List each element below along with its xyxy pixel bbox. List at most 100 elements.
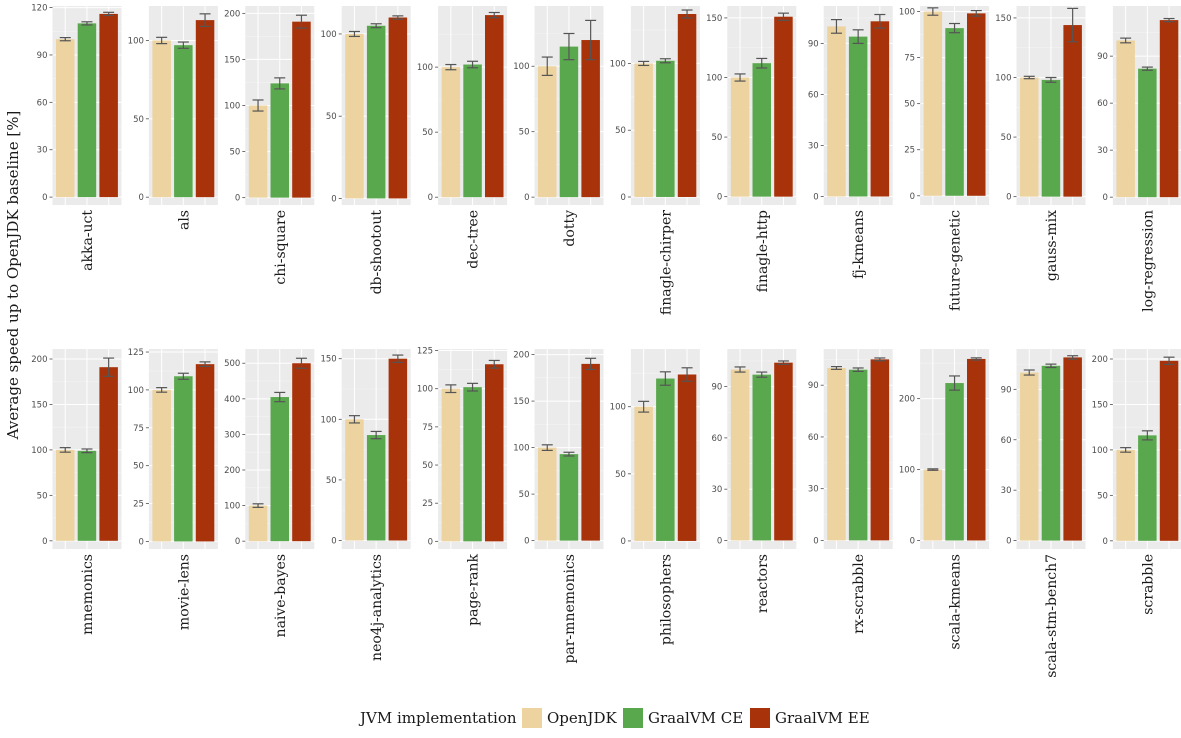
panel-title: scala-kmeans xyxy=(948,554,964,650)
bar-openjdk xyxy=(923,11,943,196)
bar-openjdk xyxy=(1020,77,1039,197)
y-tick-label: 125 xyxy=(417,347,433,357)
panel-title: gauss-mix xyxy=(1044,210,1060,281)
y-tick-label: 50 xyxy=(229,148,240,158)
legend-key xyxy=(522,708,542,728)
y-tick-label: 0 xyxy=(331,537,336,547)
legend-key xyxy=(623,708,643,728)
y-tick-label: 30 xyxy=(711,485,722,495)
bar-graalvm-ee xyxy=(1159,360,1179,541)
y-tick-label: 150 xyxy=(31,400,47,410)
y-tick-label: 200 xyxy=(899,395,915,405)
panel-title: log-regression xyxy=(1140,210,1156,312)
y-tick-label: 0 xyxy=(428,193,433,203)
bar-graalvm-ee xyxy=(677,14,697,197)
bar-graalvm-ce xyxy=(656,60,675,197)
y-tick-label: 50 xyxy=(904,100,915,110)
y-tick-label: 0 xyxy=(235,194,240,204)
y-tick-label: 0 xyxy=(524,193,529,203)
y-tick-label: 200 xyxy=(513,351,529,361)
bar-openjdk xyxy=(345,33,364,199)
bar-graalvm-ce xyxy=(752,63,771,197)
y-tick-label: 50 xyxy=(519,128,530,138)
y-tick-label: 30 xyxy=(37,146,48,156)
bar-graalvm-ee xyxy=(581,40,600,198)
bar-graalvm-ee xyxy=(581,363,600,541)
panel-title: akka-uct xyxy=(80,210,96,271)
bar-graalvm-ce xyxy=(270,83,289,198)
y-tick-label: 50 xyxy=(1097,491,1108,501)
bar-graalvm-ce xyxy=(1138,68,1157,198)
y-tick-label: 150 xyxy=(1092,400,1108,410)
y-tick-label: 100 xyxy=(513,444,529,454)
y-tick-label: 120 xyxy=(31,4,47,14)
bar-openjdk xyxy=(827,367,846,541)
bar-graalvm-ee xyxy=(195,20,215,198)
panel-title: dec-tree xyxy=(466,210,482,269)
y-tick-label: 100 xyxy=(128,386,144,396)
bar-graalvm-ce xyxy=(848,36,868,197)
y-tick-label: 0 xyxy=(42,537,47,547)
y-tick-label: 0 xyxy=(331,194,336,204)
y-tick-label: 150 xyxy=(706,14,722,24)
y-tick-label: 200 xyxy=(31,355,47,365)
bar-graalvm-ce xyxy=(463,387,482,542)
panel-dotty: 0 50 100 dotty xyxy=(513,6,604,247)
y-tick-label: 90 xyxy=(37,51,48,61)
bar-openjdk xyxy=(248,105,268,198)
panel-neo4j-analytics: 0 50 100 150 neo4j-analytics xyxy=(320,349,411,661)
bar-graalvm-ce xyxy=(1138,435,1157,541)
y-axis-label: Average speed up to OpenJDK baseline [%] xyxy=(4,111,22,441)
panel-title: chi-square xyxy=(273,210,289,285)
y-tick-label: 90 xyxy=(711,383,722,393)
y-tick-label: 0 xyxy=(620,537,625,547)
bar-openjdk xyxy=(56,39,75,198)
bar-graalvm-ee xyxy=(485,364,504,542)
panel-akka-uct: 0 30 60 90 120 akka-uct xyxy=(31,4,122,271)
panel-title: als xyxy=(176,210,192,230)
bar-graalvm-ce xyxy=(77,23,97,198)
legend-item-graalvm-ee: GraalVM EE xyxy=(750,708,870,728)
panel-als: 0 50 100 als xyxy=(128,6,218,230)
panel-title: neo4j-analytics xyxy=(369,554,385,661)
panel-gauss-mix: 0 50 100 150 gauss-mix xyxy=(995,6,1086,281)
bar-graalvm-ee xyxy=(1063,25,1082,197)
bar-openjdk xyxy=(730,77,750,197)
panel-scala-kmeans: 0 100 200 scala-kmeans xyxy=(899,349,990,650)
y-tick-label: 50 xyxy=(519,490,530,500)
y-tick-label: 200 xyxy=(224,9,240,19)
y-tick-label: 0 xyxy=(620,193,625,203)
legend-label: GraalVM CE xyxy=(648,709,743,727)
bar-openjdk xyxy=(538,447,557,541)
y-tick-label: 100 xyxy=(899,466,915,476)
bar-openjdk xyxy=(634,406,653,541)
y-tick-label: 100 xyxy=(899,8,915,18)
y-tick-label: 60 xyxy=(37,98,48,108)
panel-naive-bayes: 0 100 200 300 400 500 naive-bayes xyxy=(224,349,315,637)
y-tick-label: 25 xyxy=(133,500,144,510)
legend-key xyxy=(750,708,770,728)
y-tick-label: 90 xyxy=(1097,52,1108,62)
y-tick-label: 50 xyxy=(37,491,48,501)
panel-title: reactors xyxy=(755,554,771,613)
bar-openjdk xyxy=(1116,449,1135,541)
y-tick-label: 200 xyxy=(224,466,240,476)
y-tick-label: 50 xyxy=(326,476,337,486)
panel-title: naive-bayes xyxy=(273,554,289,637)
panel-title: finagle-http xyxy=(755,210,771,292)
legend-title: JVM implementation xyxy=(358,709,517,727)
bar-graalvm-ee xyxy=(870,359,890,541)
bar-graalvm-ee xyxy=(99,367,118,541)
bar-graalvm-ee xyxy=(870,21,890,197)
bar-graalvm-ee xyxy=(99,13,118,198)
bar-graalvm-ce xyxy=(1041,79,1061,197)
y-tick-label: 0 xyxy=(813,192,818,202)
legend-label: GraalVM EE xyxy=(775,709,870,727)
y-tick-label: 90 xyxy=(808,39,819,49)
bar-openjdk xyxy=(1116,40,1135,198)
panel-movie-lens: 0 25 50 75 100 125 movie-lens xyxy=(128,348,218,630)
y-tick-label: 0 xyxy=(235,537,240,547)
y-tick-label: 0 xyxy=(138,537,143,547)
y-tick-label: 0 xyxy=(138,193,143,203)
y-tick-label: 60 xyxy=(808,433,819,443)
